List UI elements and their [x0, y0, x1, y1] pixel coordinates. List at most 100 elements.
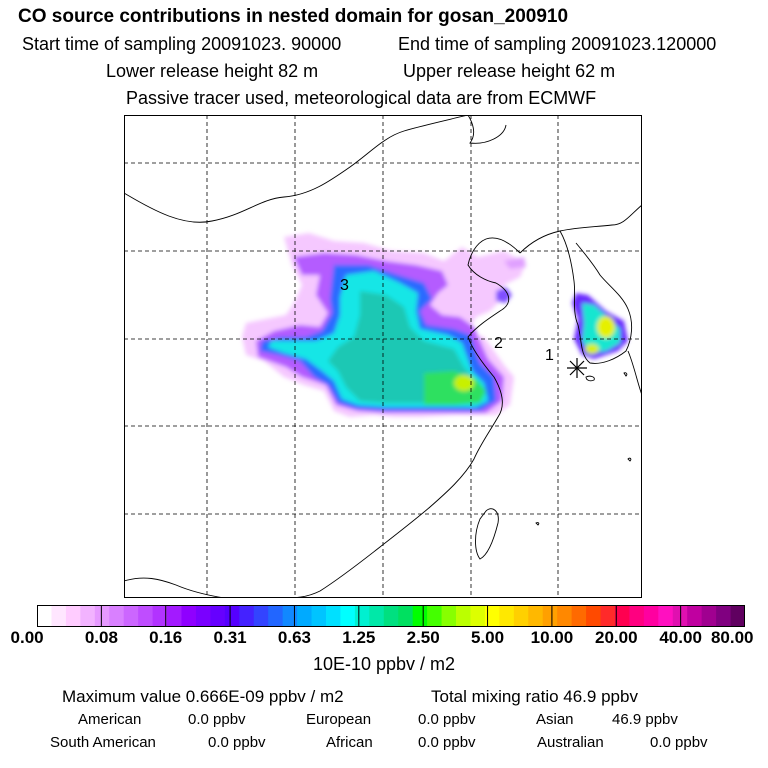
colorbar-tick-label: 0.16	[149, 628, 183, 647]
colorbar-cell	[629, 605, 645, 627]
coast-korea	[559, 230, 633, 364]
colorbar-cell	[600, 605, 616, 627]
colorbar-cell	[528, 605, 544, 627]
colorbar-cell	[123, 605, 139, 627]
colorbar-unit: 10E-10 ppbv / m2	[312, 654, 456, 674]
region-australian-value: 0.0 ppbv	[650, 734, 708, 751]
colorbar-cell	[687, 605, 703, 627]
start-time-label: Start time of sampling 20091023. 90000	[22, 34, 342, 54]
upper-height-label: Upper release height 62 m	[403, 61, 616, 81]
border-manchuria	[519, 204, 642, 254]
coast-south	[124, 577, 225, 598]
colorbar-cell	[484, 605, 500, 627]
colorbar-tick-label: 5.00	[470, 628, 505, 647]
colorbar-tick-label: 20.00	[594, 628, 638, 647]
colorbar-cell	[441, 605, 457, 627]
colorbar-cell	[181, 605, 197, 627]
colorbar-cell	[470, 605, 486, 627]
plume-shandong	[496, 287, 512, 303]
colorbar-tick-label: 0.31	[213, 628, 247, 647]
border-northeast	[467, 115, 507, 144]
region-european-value: 0.0 ppbv	[418, 711, 476, 728]
colorbar-cell	[65, 605, 81, 627]
map-plot: 1 2 3	[124, 115, 642, 598]
colorbar-cell	[643, 605, 659, 627]
region-southamerican-name: South American	[50, 734, 156, 751]
colorbar-cell	[571, 605, 587, 627]
colorbar-cell	[325, 605, 342, 627]
colorbar-cell	[167, 605, 183, 627]
colorbar-cell	[297, 605, 313, 627]
total-mixing-text: Total mixing ratio 46.9 ppbv	[431, 687, 638, 706]
colorbar-cell	[557, 605, 573, 627]
colorbar-cell	[716, 605, 732, 627]
colorbar-cell	[268, 605, 284, 627]
island-taiwan	[475, 508, 499, 560]
colorbar-cell	[51, 605, 67, 627]
colorbar-cell	[398, 605, 414, 627]
region-african-name: African	[326, 734, 373, 751]
colorbar-cell	[94, 605, 110, 627]
colorbar-cell	[354, 605, 370, 627]
island-small-2	[623, 372, 628, 377]
colorbar-cell	[195, 605, 211, 627]
colorbar-cell	[730, 605, 745, 627]
colorbar-cell	[369, 605, 385, 627]
colorbar-cell	[282, 605, 298, 627]
colorbar-cell	[210, 605, 226, 627]
gridlines	[124, 115, 642, 598]
colorbar-tick-label: 0.08	[84, 628, 118, 647]
region-american-value: 0.0 ppbv	[188, 711, 246, 728]
colorbar-cell	[513, 605, 529, 627]
region-asian-value: 46.9 ppbv	[612, 711, 678, 728]
chart-title: CO source contributions in nested domain…	[18, 6, 569, 27]
colorbar-tick-label: 80.00	[710, 628, 754, 647]
colorbar-tick-label: 2.50	[406, 628, 440, 647]
colorbar-cell	[499, 605, 515, 627]
end-time-label: End time of sampling 20091023.120000	[398, 34, 717, 54]
colorbar-cell	[456, 605, 472, 627]
colorbar	[37, 605, 745, 627]
colorbar-cell	[427, 605, 443, 627]
region-african-value: 0.0 ppbv	[418, 734, 476, 751]
island-small-1	[535, 522, 540, 526]
colorbar-cell	[80, 605, 96, 627]
colorbar-cell	[412, 605, 428, 627]
colorbar-tick-label: 1.25	[342, 628, 376, 647]
max-value-text: Maximum value 0.666E-09 ppbv / m2	[62, 687, 344, 706]
colorbar-cell	[614, 605, 631, 627]
map-frame	[124, 115, 642, 598]
region-american-name: American	[78, 711, 142, 728]
plume-ne-patch	[504, 257, 526, 269]
region-label-2: 2	[494, 335, 503, 352]
colorbar-cell	[224, 605, 240, 627]
coastlines	[124, 115, 642, 598]
colorbar-cell	[542, 605, 558, 627]
region-australian-name: Australian	[537, 734, 604, 751]
island-small-3	[627, 457, 632, 462]
island-jeju	[585, 375, 595, 382]
colorbar-tick-label: 0.00	[10, 628, 44, 647]
korea-yellow	[597, 316, 615, 338]
colorbar-cell	[311, 605, 327, 627]
region-label-3: 3	[340, 277, 349, 294]
receptor-marker	[567, 358, 587, 378]
colorbar-cell	[658, 605, 674, 627]
region-southamerican-value: 0.0 ppbv	[208, 734, 266, 751]
coast-japan	[627, 350, 642, 396]
colorbar-cell	[239, 605, 255, 627]
colorbar-cell	[37, 605, 53, 627]
coast-bohai	[467, 237, 521, 284]
tracer-note: Passive tracer used, meteorological data…	[126, 88, 597, 108]
plume-yellow-core	[454, 375, 474, 391]
region-label-1: 1	[545, 347, 554, 364]
border-north	[124, 115, 469, 223]
colorbar-frame	[37, 605, 745, 627]
colorbar-tick-label: 0.63	[277, 628, 311, 647]
colorbar-cell	[340, 605, 356, 627]
lower-height-label: Lower release height 82 m	[106, 61, 319, 81]
colorbar-cell	[138, 605, 154, 627]
region-asian-name: Asian	[536, 711, 574, 728]
colorbar-cell	[109, 605, 125, 627]
colorbar-cell	[152, 605, 168, 627]
